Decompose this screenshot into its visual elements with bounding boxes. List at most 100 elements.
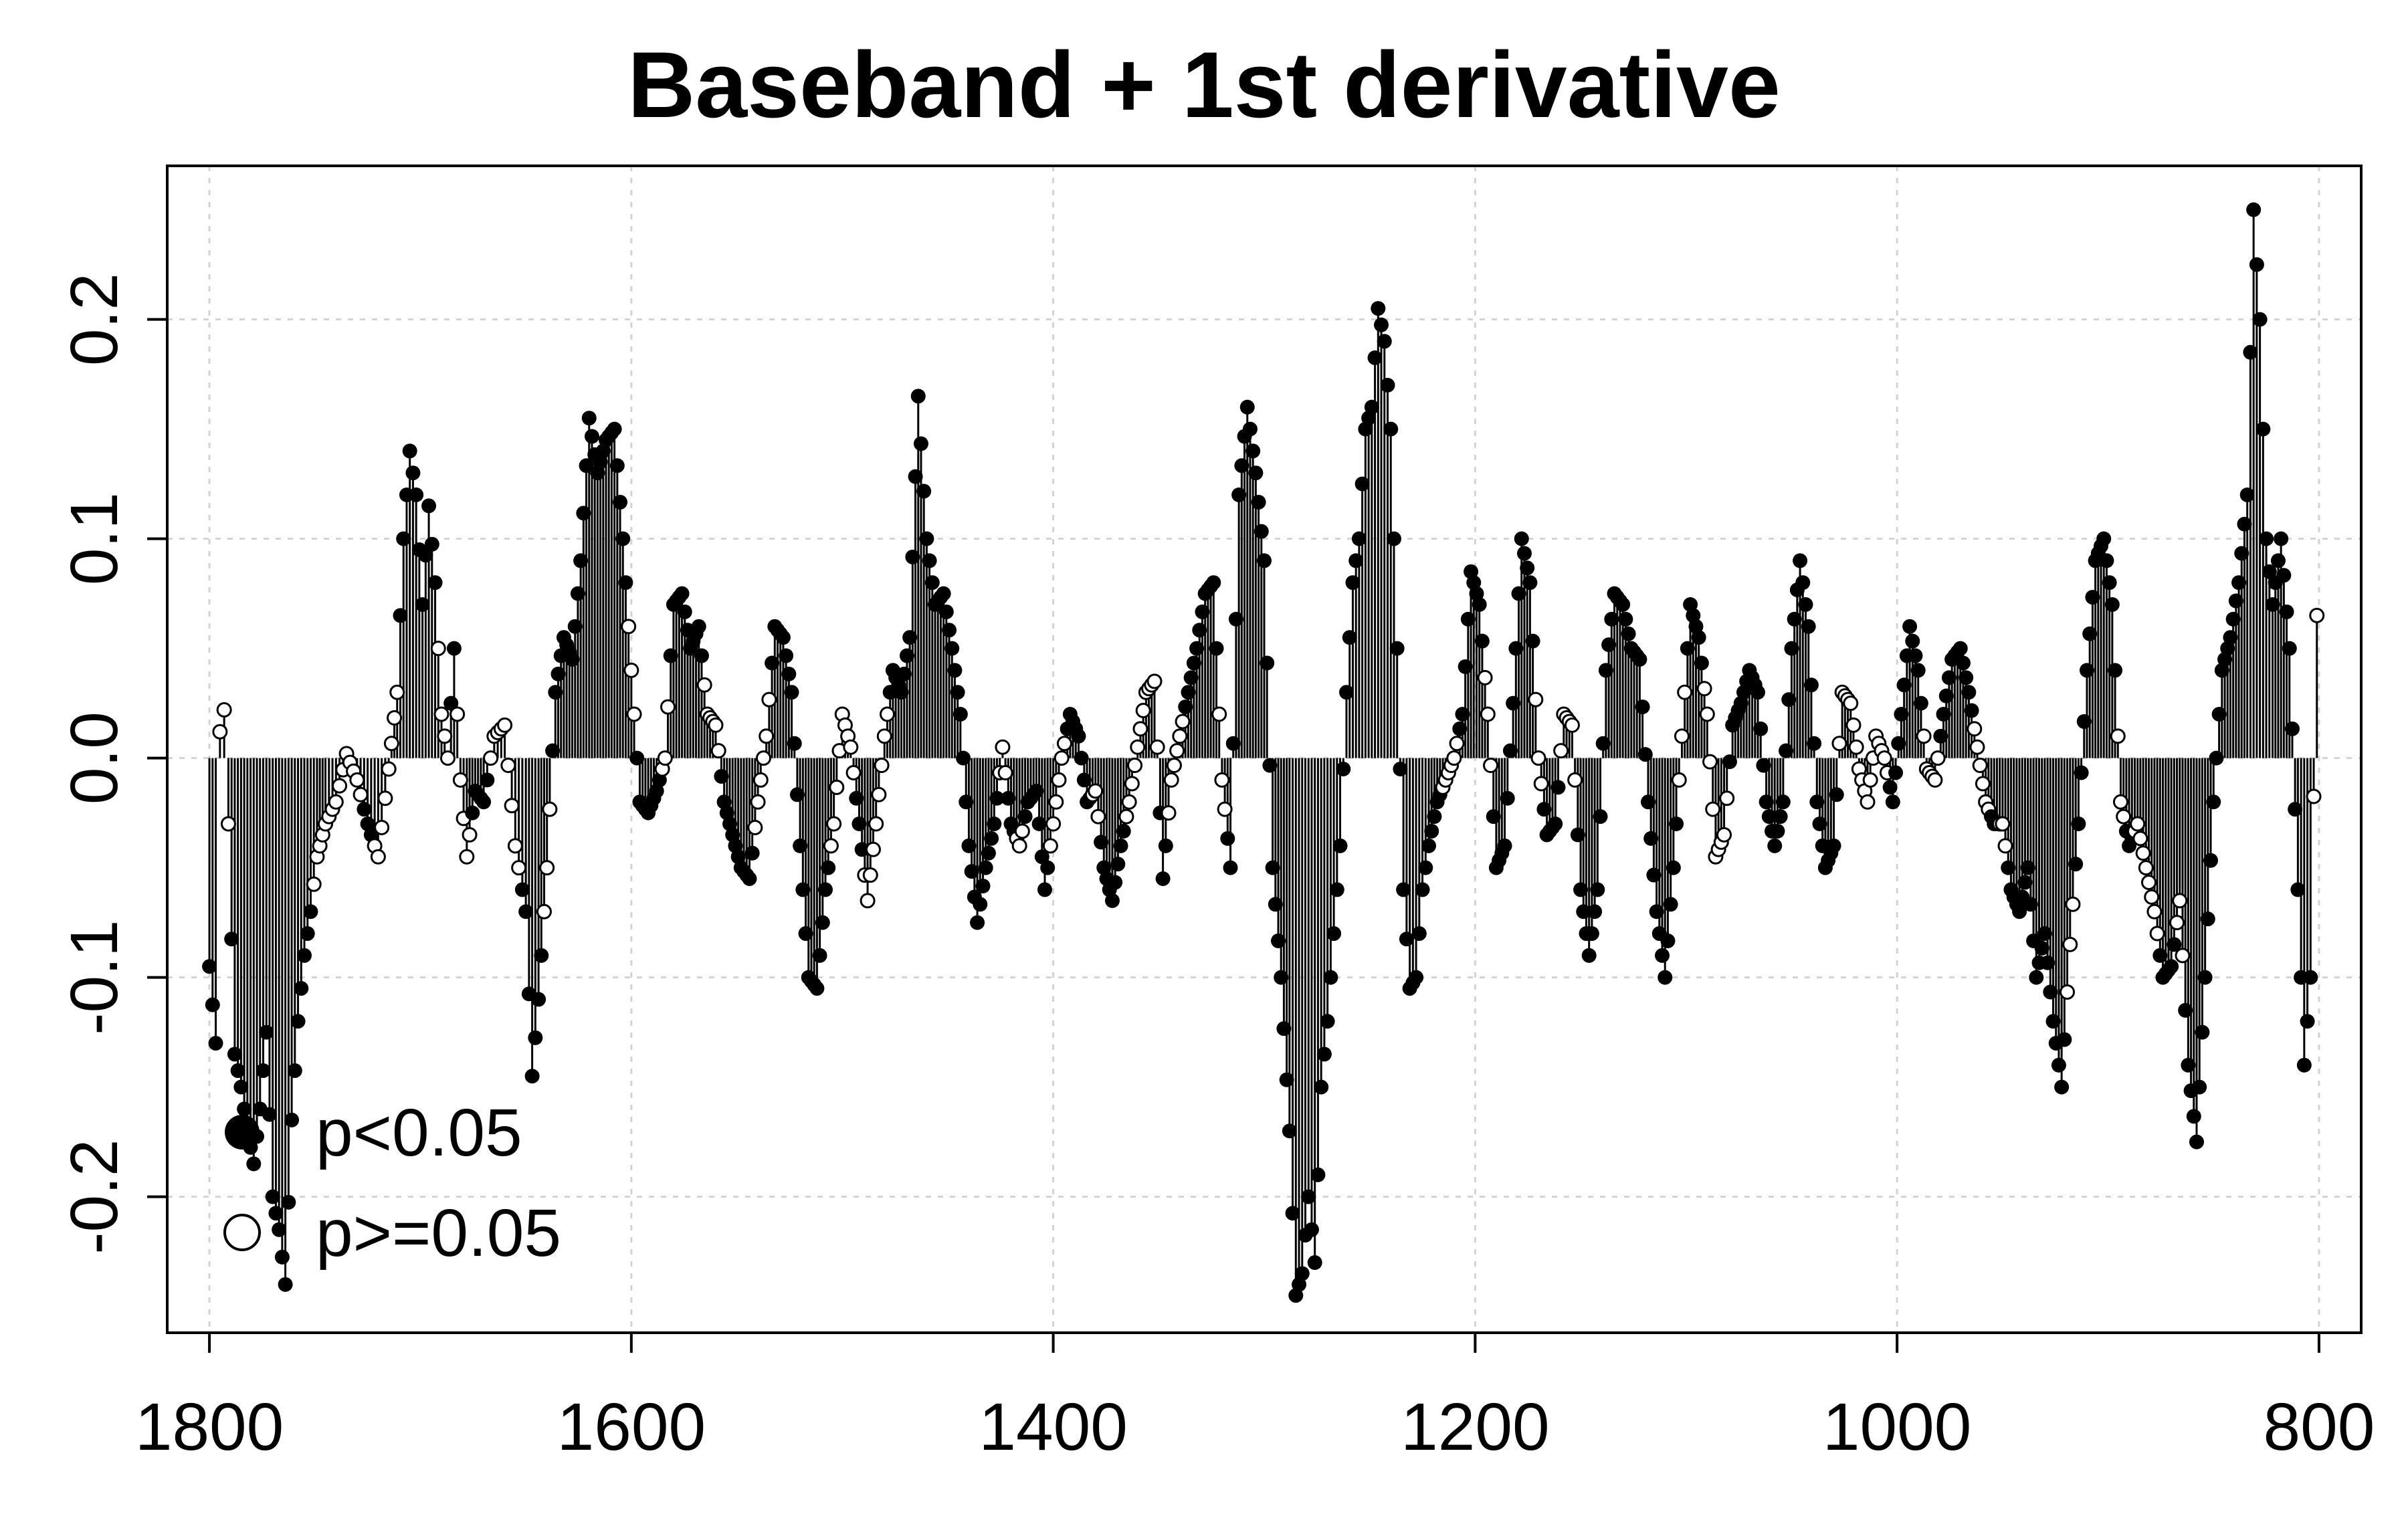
data-point-significant (1643, 831, 1659, 846)
data-point-nonsignificant (542, 801, 558, 817)
data-point-nonsignificant (862, 867, 878, 883)
data-point-nonsignificant (353, 786, 369, 802)
data-point-significant (396, 531, 411, 546)
data-point-significant (1761, 809, 1777, 825)
data-point-significant (956, 750, 971, 766)
x-tick-label: 800 (2263, 1390, 2375, 1464)
data-point-nonsignificant (2132, 831, 2148, 847)
data-point-nonsignificant (1211, 706, 1227, 722)
data-point-significant (947, 663, 963, 678)
data-point-nonsignificant (1127, 758, 1143, 774)
data-point-significant (674, 586, 690, 601)
data-point-significant (2043, 984, 2058, 1000)
data-point-significant (2243, 344, 2258, 360)
data-point-significant (1908, 648, 1923, 663)
data-point-significant (2284, 721, 2300, 736)
data-point-nonsignificant (1705, 801, 1721, 817)
data-point-significant (1595, 736, 1611, 751)
data-point-significant (565, 652, 580, 667)
data-point-significant (950, 685, 965, 700)
data-point-nonsignificant (1553, 743, 1569, 759)
data-point-nonsignificant (500, 758, 516, 774)
data-point-significant (2223, 630, 2238, 645)
data-point-significant (1472, 597, 1487, 613)
data-point-significant (1959, 670, 1974, 685)
data-point-nonsignificant (2135, 845, 2151, 861)
data-point-significant (2085, 590, 2100, 605)
data-point-nonsignificant (1163, 772, 1179, 788)
data-point-nonsignificant (657, 750, 673, 766)
data-point-significant (765, 655, 780, 671)
data-point-nonsignificant (1161, 805, 1177, 821)
data-point-significant (789, 787, 805, 802)
data-point-significant (1268, 897, 1283, 912)
data-point-significant (2259, 531, 2274, 546)
data-point-significant (1891, 736, 1906, 751)
data-point-nonsignificant (1175, 714, 1191, 730)
data-point-significant (981, 845, 996, 861)
data-point-significant (2231, 575, 2247, 590)
data-point-nonsignificant (1530, 750, 1546, 766)
data-point-significant (2228, 593, 2243, 609)
data-point-nonsignificant (1860, 794, 1876, 810)
data-point-significant (1655, 948, 1670, 963)
data-point-significant (524, 1069, 540, 1084)
data-point-significant (1669, 817, 1684, 832)
data-point-significant (1581, 948, 1597, 963)
data-point-nonsignificant (1090, 808, 1106, 825)
data-point-significant (1271, 933, 1286, 948)
data-point-significant (1522, 575, 1538, 590)
data-point-nonsignificant (1135, 703, 1151, 719)
data-point-significant (265, 1189, 280, 1204)
data-point-significant (1424, 823, 1439, 839)
data-point-significant (1615, 597, 1631, 613)
data-point-significant (237, 1101, 252, 1117)
data-point-significant (1637, 747, 1653, 762)
data-point-nonsignificant (1132, 721, 1148, 737)
data-point-nonsignificant (1995, 816, 2011, 832)
data-point-significant (1506, 695, 1521, 711)
data-point-nonsignificant (1969, 739, 1985, 755)
data-point-significant (1257, 553, 1272, 568)
data-point-significant (1635, 699, 1650, 715)
data-point-significant (694, 648, 709, 663)
data-point-significant (1206, 575, 1221, 590)
data-point-significant (2181, 1057, 2196, 1073)
data-point-significant (1933, 728, 1948, 744)
data-point-significant (1242, 421, 1258, 437)
data-point-significant (618, 575, 633, 590)
data-point-significant (1409, 970, 1424, 985)
data-point-significant (896, 666, 912, 681)
data-point-significant (1421, 838, 1436, 853)
data-point-significant (287, 1063, 302, 1079)
data-point-significant (1285, 1206, 1300, 1221)
chart-title: Baseband + 1st derivative (627, 32, 1781, 137)
data-point-significant (2054, 1079, 2070, 1095)
data-point-significant (1663, 897, 1678, 912)
x-tick-label: 1400 (979, 1390, 1127, 1464)
data-point-significant (278, 1277, 293, 1292)
data-point-nonsignificant (1048, 794, 1064, 810)
data-point-significant (908, 469, 923, 484)
data-point-nonsignificant (860, 893, 876, 909)
data-point-significant (984, 831, 999, 846)
data-point-significant (938, 604, 954, 619)
data-point-significant (1516, 546, 1532, 561)
data-point-significant (2029, 970, 2044, 985)
data-point-nonsignificant (823, 838, 839, 854)
data-point-significant (514, 882, 530, 897)
data-point-significant (290, 1014, 306, 1029)
data-point-significant (959, 794, 974, 810)
data-point-significant (567, 619, 583, 634)
data-point-significant (787, 736, 802, 751)
data-point-significant (1260, 655, 1275, 671)
data-point-nonsignificant (2112, 794, 2128, 810)
data-point-significant (1001, 790, 1016, 806)
data-point-significant (961, 838, 977, 853)
data-point-significant (421, 498, 437, 514)
data-point-nonsignificant (696, 677, 712, 693)
data-point-significant (1598, 663, 1613, 678)
data-point-significant (1452, 721, 1468, 736)
data-point-significant (1301, 1189, 1316, 1204)
